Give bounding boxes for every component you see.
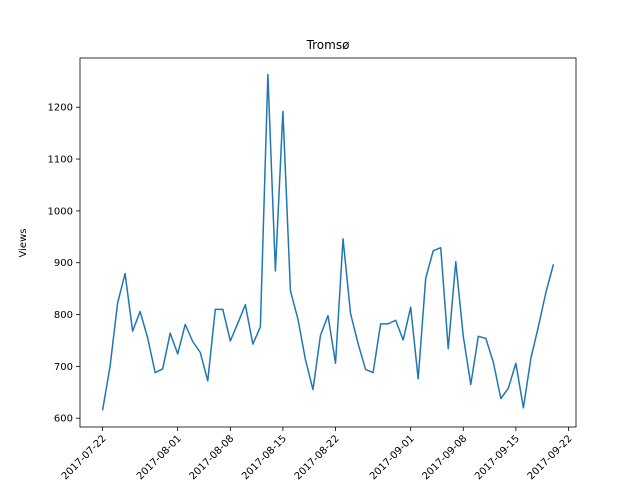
y-tick-label: 600 [54, 414, 73, 425]
y-tick-label: 800 [54, 310, 73, 321]
y-tick-label: 1200 [48, 103, 73, 114]
y-tick-label: 900 [54, 258, 73, 269]
y-axis-label: Views [18, 229, 29, 258]
chart-title: Tromsø [306, 38, 350, 52]
y-tick-label: 1100 [48, 155, 73, 166]
y-tick-label: 1000 [48, 206, 73, 217]
y-tick-label: 700 [54, 362, 73, 373]
axes-frame [79, 57, 577, 428]
line [101, 73, 555, 411]
